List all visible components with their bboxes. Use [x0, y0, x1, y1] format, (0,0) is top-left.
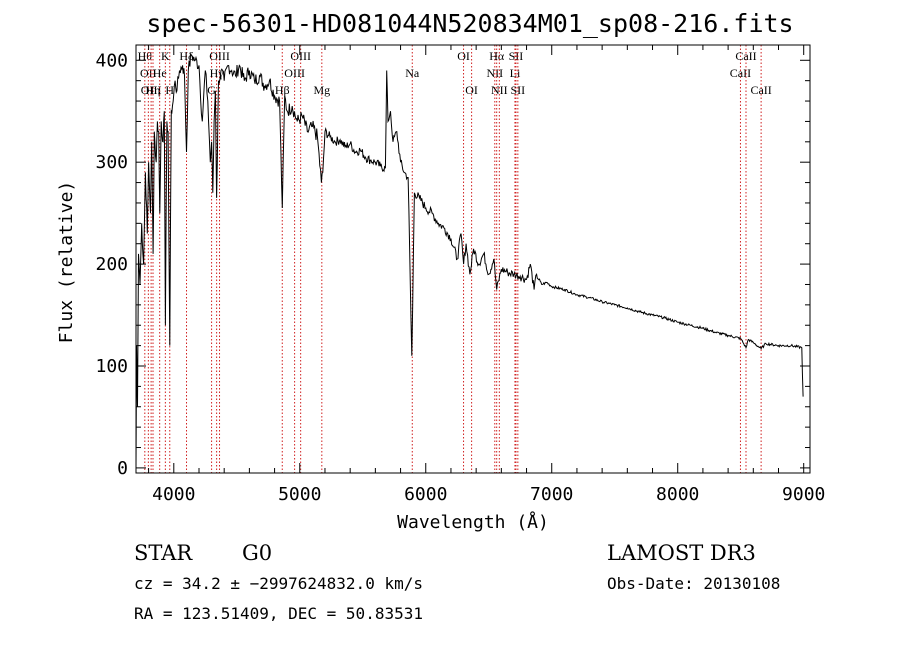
- chart-title: spec-56301-HD081044N520834M01_sp08-216.f…: [146, 9, 793, 38]
- y-tick-label: 300: [95, 152, 128, 173]
- y-axis-ticks: 0 100 200 300 400: [95, 50, 810, 479]
- spectrum-line: [135, 53, 804, 468]
- x-tick-label: 6000: [404, 484, 447, 505]
- x-axis-ticks: 4000 5000 6000 7000 8000 9000: [148, 45, 825, 505]
- object-subclass: G0: [242, 541, 272, 565]
- line-label-OI: OI: [465, 83, 478, 97]
- line-label-SII: SII: [509, 49, 524, 63]
- survey-name: LAMOST DR3: [607, 541, 756, 565]
- line-label-Hθ: Hθ: [138, 49, 153, 63]
- line-label-OI: OI: [457, 49, 470, 63]
- line-label-Hγ: Hγ: [210, 66, 225, 80]
- line-label-Hα: Hα: [489, 49, 505, 63]
- object-class: STAR: [134, 541, 193, 565]
- spectrum-series: [135, 53, 804, 468]
- x-tick-label: 4000: [152, 484, 195, 505]
- line-label-CaII: CaII: [730, 66, 751, 80]
- redshift-text: cz = 34.2 ± −2997624832.0 km/s: [134, 574, 423, 593]
- y-axis-label: Flux (relative): [56, 181, 77, 344]
- line-label-Na: Na: [405, 66, 420, 80]
- line-label-NII: NII: [491, 83, 508, 97]
- y-tick-label: 200: [95, 254, 128, 275]
- line-label-OIII: OIII: [290, 49, 311, 63]
- line-label-OIII: OIII: [209, 49, 230, 63]
- line-label-Hβ: Hβ: [275, 83, 290, 97]
- line-label-He: He: [153, 66, 167, 80]
- y-tick-label: 100: [95, 356, 128, 377]
- ra-dec-text: RA = 123.51409, DEC = 50.83531: [134, 604, 423, 623]
- line-label-OIII: OIII: [284, 66, 305, 80]
- line-label-NII: NII: [486, 66, 503, 80]
- x-axis-label: Wavelength (Å): [397, 511, 549, 533]
- line-label-Li: Li: [510, 66, 521, 80]
- spectral-line-markers: HθOIIOIIIHηHeKHHδGHγOIIIHβOIIIOIIIMgNaOI…: [138, 45, 772, 473]
- obs-date: Obs-Date: 20130108: [607, 574, 780, 593]
- line-label-CaII: CaII: [750, 83, 771, 97]
- y-tick-label: 0: [117, 458, 128, 479]
- line-label-K: K: [161, 49, 170, 63]
- y-tick-label: 400: [95, 50, 128, 71]
- line-label-OIII: OIII: [141, 83, 162, 97]
- plot-frame: [135, 44, 811, 474]
- line-label-Mg: Mg: [313, 83, 330, 97]
- x-tick-label: 5000: [278, 484, 321, 505]
- line-label-SII: SII: [511, 83, 526, 97]
- x-tick-label: 7000: [530, 484, 573, 505]
- line-label-CaII: CaII: [735, 49, 756, 63]
- x-tick-label: 8000: [656, 484, 699, 505]
- line-label-H: H: [165, 83, 174, 97]
- line-label-G: G: [207, 83, 216, 97]
- x-tick-label: 9000: [782, 484, 825, 505]
- line-label-Hη: Hη: [146, 83, 161, 97]
